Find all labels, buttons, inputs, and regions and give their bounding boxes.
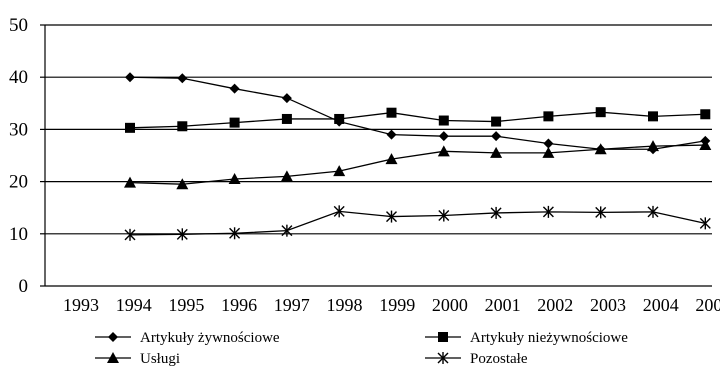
point-2-6 [437,145,450,157]
x-tick-label-1998: 1998 [327,295,363,315]
point-0-6 [438,131,449,142]
legend-item-0: Artykuły żywnościowe [95,330,280,346]
grid [45,24,712,235]
point-0-2 [229,83,240,94]
x-tick-label-1996: 1996 [221,295,257,315]
point-3-11 [699,217,711,230]
series-0 [125,72,711,155]
point-0-8 [543,138,554,149]
y-tick-label-40: 40 [9,67,28,88]
y-axis-ticks: 0 10 20 30 40 50 [9,15,45,297]
y-tick-label-50: 50 [9,15,28,36]
y-tick-label-20: 20 [9,172,28,193]
legend-marker-2 [107,352,119,363]
point-1-4 [334,113,345,124]
legend: Artykuły żywnościowe Artykuły nieżywności… [95,330,628,367]
x-tick-label-2003: 2003 [590,295,626,315]
series-group [124,72,712,241]
point-3-0 [124,228,136,241]
point-2-8 [542,146,555,158]
point-2-11 [699,139,712,151]
point-3-6 [438,209,450,222]
point-2-0 [124,176,136,188]
legend-label-0: Artykuły żywnościowe [140,330,280,346]
series-line-2 [129,144,706,185]
point-1-3 [281,113,292,124]
legend-marker-1 [438,332,448,342]
x-tick-label-2004: 2004 [643,295,679,315]
point-2-9 [594,143,607,155]
legend-item-1: Artykuły nieżywnościowe [425,330,628,346]
point-2-7 [490,146,503,158]
series-2 [124,139,712,190]
legend-marker-0 [108,332,118,342]
series-line-3 [129,210,706,236]
point-3-7 [490,206,502,219]
point-1-9 [595,107,606,118]
series-3 [124,205,711,241]
point-2-1 [176,178,189,190]
point-0-3 [281,93,292,104]
x-tick-label-1999: 1999 [379,295,415,315]
point-1-5 [386,107,397,118]
point-3-5 [386,210,397,223]
point-2-10 [647,140,659,152]
x-tick-label-1994: 1994 [116,295,152,315]
point-0-7 [491,131,502,142]
point-2-2 [228,172,241,184]
y-tick-label-0: 0 [19,276,29,297]
x-tick-label-1995: 1995 [168,295,204,315]
point-3-10 [647,205,659,218]
legend-marker-3 [437,352,449,364]
legend-label-1: Artykuły nieżywnościowe [470,330,628,346]
point-2-5 [385,153,398,165]
point-0-5 [386,129,397,140]
point-1-10 [648,111,658,122]
point-1-8 [543,111,554,122]
point-1-6 [438,115,449,126]
y-tick-label-30: 30 [9,119,28,140]
axes [44,25,712,287]
series-1 [125,107,711,133]
point-3-3 [281,224,293,237]
point-3-4 [333,205,345,218]
point-1-11 [700,109,711,120]
series-line-1 [129,111,706,129]
point-1-7 [491,116,502,127]
x-tick-label-1993: 1993 [63,295,99,315]
point-3-2 [229,227,241,240]
point-0-1 [177,73,188,84]
legend-item-3: Pozostałe [425,351,528,367]
point-0-0 [125,72,135,83]
point-1-0 [125,122,135,133]
x-tick-label-1997: 1997 [274,295,310,315]
point-2-4 [333,165,346,177]
x-tick-label-2001: 2001 [485,295,521,315]
legend-label-3: Pozostałe [470,351,528,367]
y-tick-label-10: 10 [9,224,28,245]
legend-item-2: Usługi [95,351,180,367]
x-tick-label-2000: 2000 [432,295,468,315]
x-tick-label-2005: 2005 [695,295,720,315]
point-2-3 [280,170,293,182]
x-axis-ticks: 1993 1994 1995 1996 1997 1998 1999 2000 2001 2002… [63,295,720,315]
point-3-1 [176,228,188,241]
point-1-2 [229,117,240,128]
legend-label-2: Usługi [140,351,180,367]
point-3-8 [542,205,554,218]
x-tick-label-2002: 2002 [537,295,573,315]
point-3-9 [595,206,607,219]
point-1-1 [177,121,188,132]
